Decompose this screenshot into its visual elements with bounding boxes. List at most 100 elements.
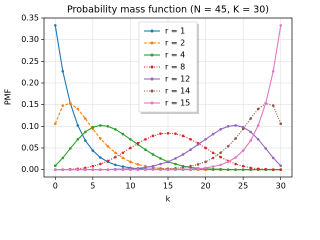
data-point (99, 137, 102, 140)
data-point (106, 125, 110, 128)
data-point (234, 162, 237, 166)
data-point (256, 167, 260, 171)
data-point (219, 155, 222, 159)
data-point (129, 160, 132, 164)
data-point (234, 168, 237, 171)
data-point (91, 168, 95, 171)
x-tick-label: 5 (90, 182, 95, 191)
x-tick-label: 20 (200, 182, 210, 191)
legend-marker (150, 89, 154, 93)
data-point (159, 132, 162, 135)
data-point (61, 69, 65, 73)
data-point (219, 167, 222, 171)
data-point (264, 167, 267, 171)
legend-marker (150, 101, 154, 105)
data-point (181, 153, 185, 156)
data-point (279, 24, 283, 27)
data-point (91, 149, 95, 152)
data-point (144, 148, 147, 152)
data-point (99, 162, 102, 166)
data-point (114, 151, 117, 155)
y-tick-label: 0.05 (21, 143, 39, 152)
data-point (211, 156, 215, 160)
data-point (136, 141, 140, 145)
data-point (76, 168, 80, 171)
data-point (129, 138, 132, 141)
data-point (234, 137, 237, 140)
legend: r = 1 r = 2 r = 4 r = 8 r = 12 r = 14 r = 15 (138, 21, 199, 114)
data-point (219, 151, 222, 155)
data-point (174, 132, 177, 135)
y-tick-label: 0.35 (21, 14, 39, 23)
data-point (271, 168, 275, 171)
data-point (159, 168, 162, 171)
x-axis-label: k (166, 195, 171, 204)
legend-marker (150, 65, 154, 69)
data-point (151, 153, 155, 156)
data-point (84, 130, 87, 134)
data-point (99, 156, 102, 159)
y-axis-label: PMF (4, 88, 13, 105)
legend-label: r = 15 (165, 99, 190, 108)
legend-label: r = 1 (165, 27, 185, 36)
data-point (99, 168, 102, 171)
data-point (256, 138, 260, 141)
y-tick-label: 0.10 (21, 122, 39, 131)
y-tick-label: 0.25 (21, 57, 39, 66)
data-point (151, 134, 155, 138)
data-point (121, 165, 125, 168)
legend-box (138, 21, 198, 113)
data-point (114, 163, 117, 167)
y-tick-label: 0.20 (21, 78, 39, 87)
data-point (159, 157, 162, 160)
data-point (226, 125, 230, 128)
data-point (144, 168, 147, 171)
data-point (69, 102, 72, 105)
data-point (166, 160, 170, 164)
data-point (174, 168, 177, 171)
data-point (76, 138, 80, 141)
data-point (226, 168, 230, 171)
x-tick-label: 25 (238, 182, 248, 191)
data-point (69, 147, 72, 150)
x-tick-label: 10 (125, 182, 135, 191)
data-point (166, 168, 170, 171)
legend-label: r = 4 (165, 51, 185, 60)
data-point (181, 167, 185, 171)
data-point (279, 122, 283, 126)
data-point (159, 162, 162, 166)
data-point (264, 102, 267, 105)
data-point (129, 168, 132, 171)
data-point (69, 168, 72, 171)
data-point (219, 128, 222, 131)
data-point (204, 146, 207, 150)
chart-title: Probability mass function (N = 45, K = 3… (67, 5, 269, 16)
data-point (106, 159, 110, 163)
data-point (114, 128, 117, 131)
data-point (136, 163, 140, 166)
data-point (211, 165, 215, 168)
data-point (114, 155, 117, 159)
y-tick-label: 0.30 (21, 35, 39, 44)
data-point (279, 164, 283, 168)
data-point (211, 167, 215, 171)
data-point (106, 144, 110, 148)
data-point (226, 160, 230, 164)
data-point (181, 134, 185, 138)
data-point (189, 148, 192, 152)
data-point (204, 138, 207, 141)
data-point (241, 164, 245, 168)
data-point (271, 104, 275, 107)
legend-label: r = 14 (165, 87, 190, 96)
y-tick-label: 0.15 (21, 100, 39, 109)
legend-label: r = 12 (165, 75, 190, 84)
data-point (53, 168, 57, 171)
data-point (106, 168, 110, 171)
data-point (279, 168, 283, 171)
data-point (271, 69, 275, 73)
data-point (76, 107, 80, 111)
data-point (99, 124, 102, 127)
data-point (121, 151, 125, 155)
data-point (61, 168, 65, 171)
x-tick-label: 15 (163, 182, 173, 191)
